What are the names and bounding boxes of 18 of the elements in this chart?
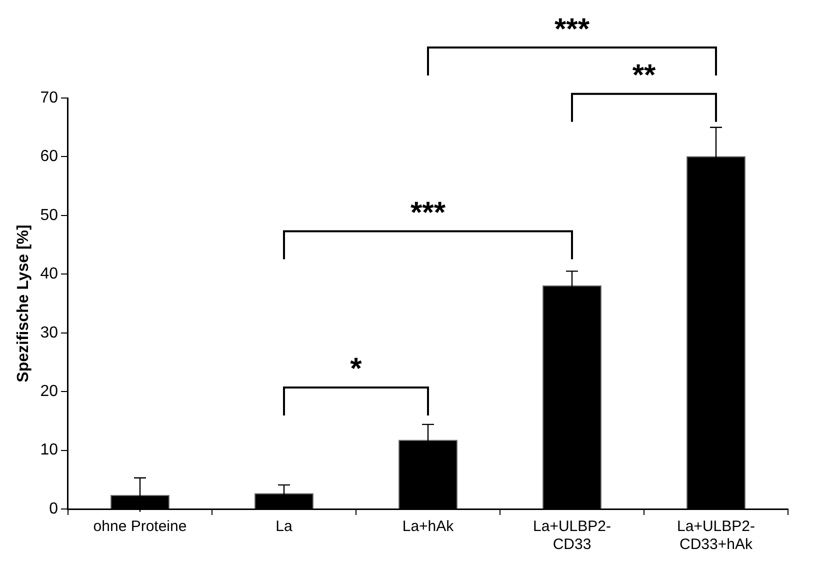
y-tick-label: 50 bbox=[40, 206, 58, 224]
y-tick-label: 70 bbox=[40, 89, 58, 106]
annotation: *** bbox=[410, 196, 446, 230]
y-tick-label: 30 bbox=[40, 324, 58, 342]
x-tick-label: La+ULBP2-CD33+hAk bbox=[677, 518, 755, 554]
x-tick-label: La bbox=[276, 518, 293, 536]
y-tick-label: 0 bbox=[49, 500, 58, 518]
text: ** bbox=[632, 59, 656, 92]
x-tick-label: La+ULBP2-CD33 bbox=[533, 518, 611, 554]
y-tick-label: 10 bbox=[40, 442, 58, 459]
x-tick-label: La+hAk bbox=[402, 518, 454, 536]
y-axis-title: Spezifische Lyse [%] bbox=[15, 224, 32, 382]
text: *** bbox=[554, 12, 590, 46]
y-tick-label: 40 bbox=[40, 266, 58, 283]
x-tick-label: ohne Proteine bbox=[93, 518, 187, 536]
annotation: * bbox=[350, 352, 362, 386]
y-tick-label: 20 bbox=[40, 382, 58, 400]
y-tick-label: 60 bbox=[40, 148, 58, 166]
